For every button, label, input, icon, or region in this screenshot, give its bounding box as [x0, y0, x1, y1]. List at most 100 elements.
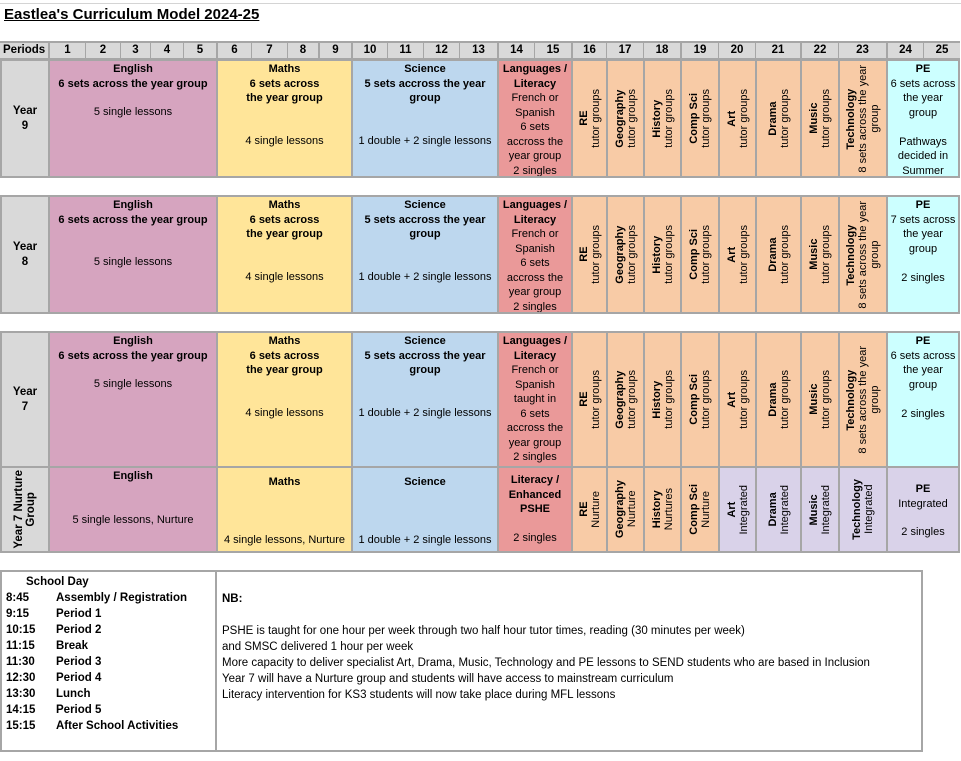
notes-title: NB: — [222, 593, 243, 605]
year-8-maths: Maths 6 sets across the year group 4 sin… — [216, 195, 353, 314]
schedule-row: 9:15 Period 1 — [6, 608, 102, 620]
year-9-label: Year 9 — [0, 59, 50, 178]
year-7-science: Science 5 sets accross the year group 1 … — [351, 331, 499, 468]
period-5: 5 — [183, 43, 216, 58]
period-23: 23 — [838, 43, 886, 58]
year-7-history: History tutor groups — [643, 331, 682, 468]
schedule-row: 8:45 Assembly / Registration — [6, 592, 188, 604]
school-day-title: School Day — [26, 576, 89, 588]
period-6: 6 — [216, 43, 251, 58]
period-13: 13 — [459, 43, 497, 58]
period-19: 19 — [680, 43, 718, 58]
nurture-art: Art Integrated — [718, 466, 757, 553]
nurture-music: Music Integrated — [800, 466, 840, 553]
year-9-art: Art tutor groups — [718, 59, 757, 178]
year-8-re: RE tutor groups — [571, 195, 608, 314]
year-7-nurture-label: Year 7 Nurture Group — [0, 466, 50, 553]
year-7-music: Music tutor groups — [800, 331, 840, 468]
period-3: 3 — [120, 43, 150, 58]
period-18: 18 — [643, 43, 680, 58]
year-9-pe: PE 6 sets across the year group Pathways… — [886, 59, 960, 178]
school-day-box: School Day 8:45 Assembly / Registration 9… — [0, 570, 217, 752]
year-9-technology: Technology 8 sets across the year group — [838, 59, 888, 178]
schedule-row: 12:30 Period 4 — [6, 672, 102, 684]
nurture-drama: Drama Integrated — [755, 466, 802, 553]
year-8-art: Art tutor groups — [718, 195, 757, 314]
period-20: 20 — [718, 43, 755, 58]
nurture-maths: Maths 4 single lessons, Nurture — [216, 466, 353, 553]
period-25: 25 — [923, 43, 960, 58]
year-8-pe: PE 7 sets across the year group 2 single… — [886, 195, 960, 314]
note-line: and SMSC delivered 1 hour per week — [222, 641, 414, 653]
year-9-music: Music tutor groups — [800, 59, 840, 178]
note-line: PSHE is taught for one hour per week thr… — [222, 625, 745, 637]
period-7: 7 — [251, 43, 287, 58]
year-9-drama: Drama tutor groups — [755, 59, 802, 178]
note-line: More capacity to deliver specialist Art,… — [222, 657, 870, 669]
period-16: 16 — [571, 43, 606, 58]
year-9-history: History tutor groups — [643, 59, 682, 178]
period-21: 21 — [755, 43, 800, 58]
periods-header-row: Periods 1 2 3 4 5 6 7 8 9 10 11 12 13 14… — [0, 41, 960, 60]
year-7-drama: Drama tutor groups — [755, 331, 802, 468]
note-line: Literacy intervention for KS3 students w… — [222, 689, 616, 701]
year-7-geography: Geography tutor groups — [606, 331, 645, 468]
nurture-geography: Geography Nurture — [606, 466, 645, 553]
year-8-science: Science 5 sets accross the year group 1 … — [351, 195, 499, 314]
year-9-compsci: Comp Sci tutor groups — [680, 59, 720, 178]
period-14: 14 — [497, 43, 534, 58]
schedule-row: 15:15 After School Activities — [6, 720, 179, 732]
period-15: 15 — [534, 43, 571, 58]
nurture-history: History Nurtures — [643, 466, 682, 553]
nurture-science: Science 1 double + 2 single lessons — [351, 466, 499, 553]
period-22: 22 — [800, 43, 838, 58]
nurture-pe: PE Integrated 2 singles — [886, 466, 960, 553]
year-7-re: RE tutor groups — [571, 331, 608, 468]
year-8-english: English 6 sets across the year group 5 s… — [48, 195, 218, 314]
nurture-english: English 5 single lessons, Nurture — [48, 466, 218, 553]
year-9-english: English 6 sets across the year group 5 s… — [48, 59, 218, 178]
period-4: 4 — [150, 43, 183, 58]
year-8-technology: Technology 8 sets across the year group — [838, 195, 888, 314]
year-8-drama: Drama tutor groups — [755, 195, 802, 314]
nurture-literacy-pshe: Literacy / Enhanced PSHE 2 singles — [497, 466, 573, 553]
year-8-music: Music tutor groups — [800, 195, 840, 314]
year-8-geography: Geography tutor groups — [606, 195, 645, 314]
period-12: 12 — [423, 43, 459, 58]
schedule-row: 11:15 Break — [6, 640, 88, 652]
period-2: 2 — [85, 43, 120, 58]
period-11: 11 — [387, 43, 423, 58]
year-7-label: Year 7 — [0, 331, 50, 468]
year-9-re: RE tutor groups — [571, 59, 608, 178]
year-8-languages: Languages / Literacy French or Spanish 6… — [497, 195, 573, 314]
periods-label: Periods — [3, 44, 46, 56]
spreadsheet-gridlines — [0, 0, 961, 4]
year-7-english: English 6 sets across the year group 5 s… — [48, 331, 218, 468]
note-line: Year 7 will have a Nurture group and stu… — [222, 673, 674, 685]
year-9-geography: Geography tutor groups — [606, 59, 645, 178]
schedule-row: 13:30 Lunch — [6, 688, 91, 700]
year-9-languages: Languages / Literacy French or Spanish 6… — [497, 59, 573, 178]
year-7-languages: Languages / Literacy French or Spanish t… — [497, 331, 573, 468]
schedule-row: 10:15 Period 2 — [6, 624, 102, 636]
page-title: Eastlea's Curriculum Model 2024-25 — [4, 6, 260, 23]
year-9-maths: Maths 6 sets across the year group 4 sin… — [216, 59, 353, 178]
nurture-technology: Technology Integrated — [838, 466, 888, 553]
year-7-maths: Maths 6 sets across the year group 4 sin… — [216, 331, 353, 468]
period-24: 24 — [886, 43, 923, 58]
year-9-science: Science 5 sets accross the year group 1 … — [351, 59, 499, 178]
notes-box: NB: PSHE is taught for one hour per week… — [215, 570, 923, 752]
period-1: 1 — [48, 43, 85, 58]
year-7-compsci: Comp Sci tutor groups — [680, 331, 720, 468]
period-9: 9 — [318, 43, 351, 58]
period-17: 17 — [606, 43, 643, 58]
schedule-row: 11:30 Period 3 — [6, 656, 102, 668]
schedule-row: 14:15 Period 5 — [6, 704, 102, 716]
year-8-label: Year 8 — [0, 195, 50, 314]
year-7-pe: PE 6 sets across the year group 2 single… — [886, 331, 960, 468]
year-7-art: Art tutor groups — [718, 331, 757, 468]
year-8-history: History tutor groups — [643, 195, 682, 314]
nurture-re: RE Nurture — [571, 466, 608, 553]
nurture-compsci: Comp Sci Nurture — [680, 466, 720, 553]
year-7-technology: Technology 8 sets across the year group — [838, 331, 888, 468]
